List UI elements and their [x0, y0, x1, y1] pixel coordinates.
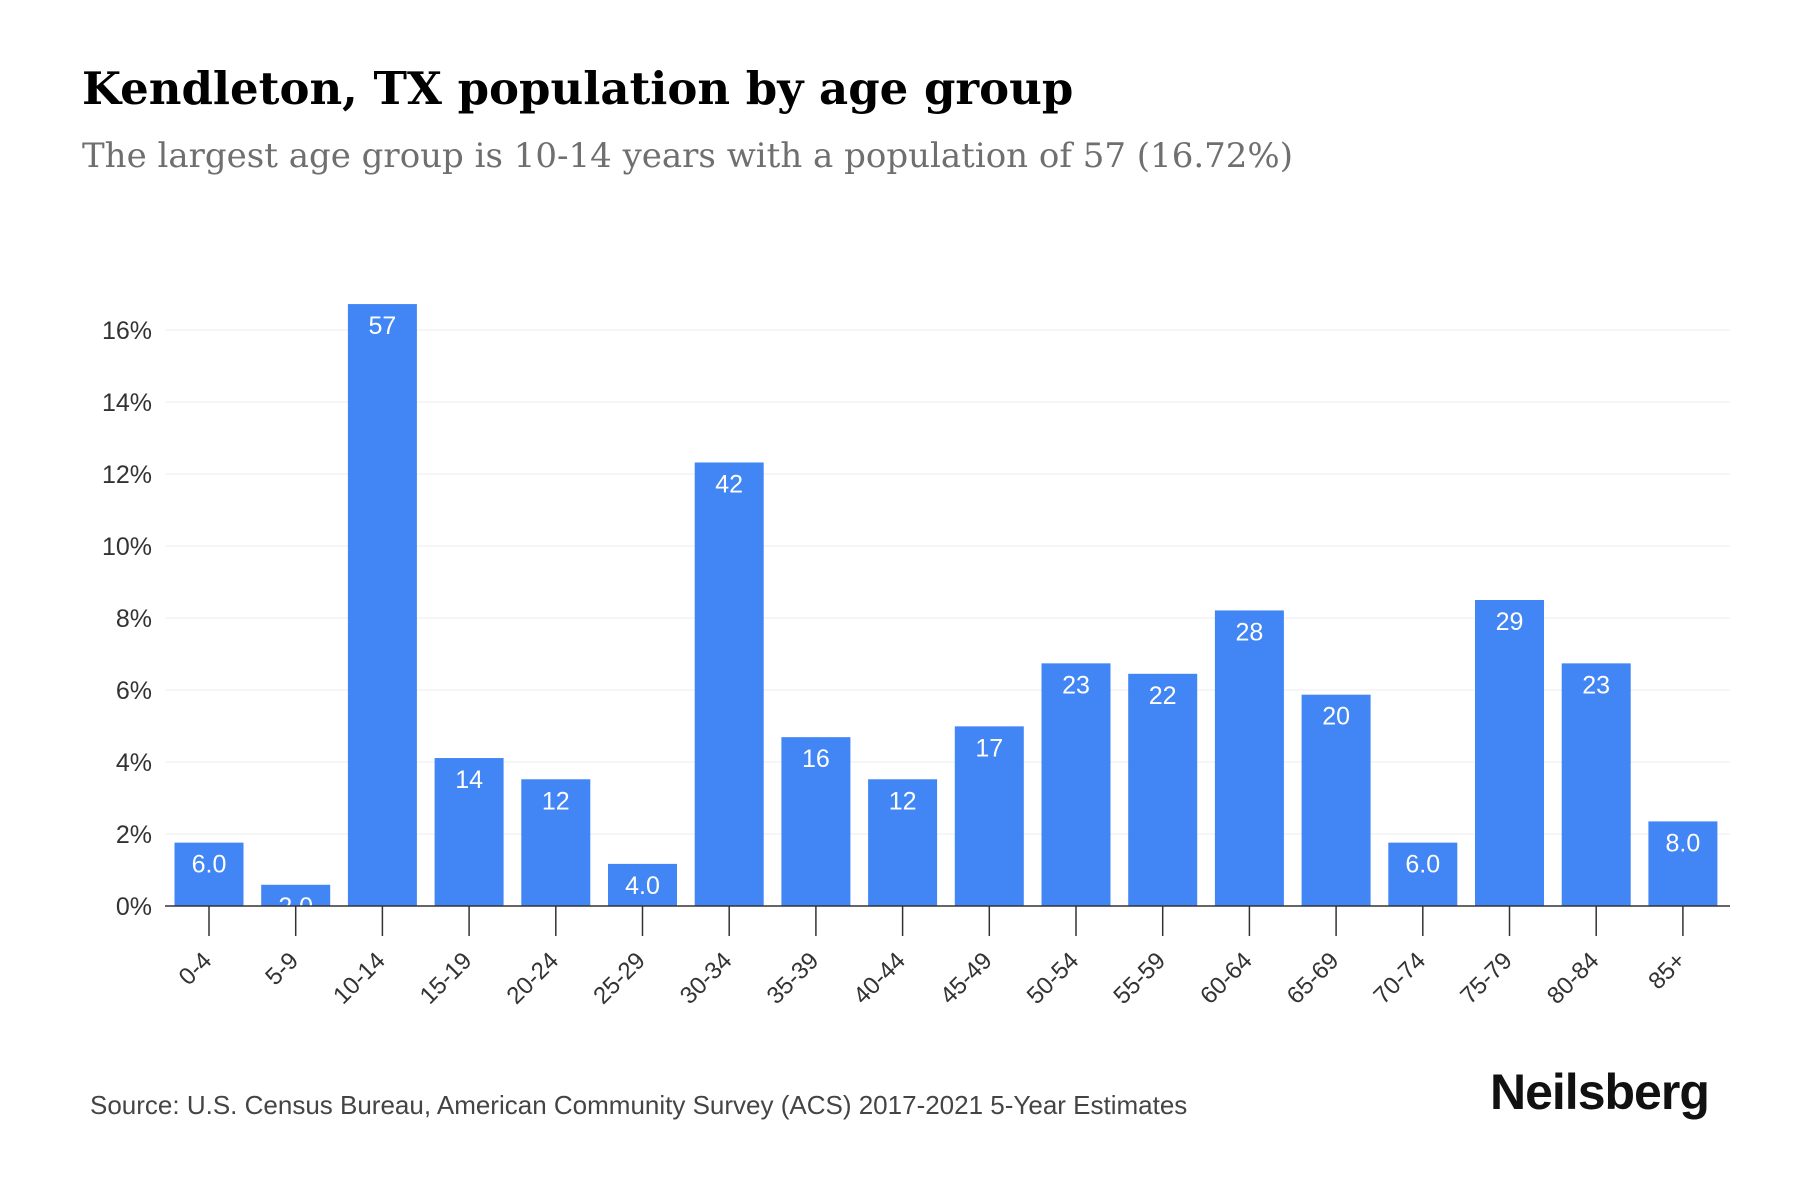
x-tick-label: 30-34 [675, 947, 738, 1010]
chart-subtitle: The largest age group is 10-14 years wit… [82, 136, 1293, 176]
brand-logo: Neilsberg [1490, 1064, 1710, 1120]
y-tick-label: 6% [116, 677, 152, 705]
x-tick-label: 70-74 [1369, 947, 1432, 1010]
x-tick-label: 65-69 [1282, 947, 1345, 1010]
bar-data-label: 12 [542, 787, 570, 815]
x-tick-label: 40-44 [848, 947, 911, 1010]
bar-data-label: 28 [1235, 618, 1263, 646]
x-tick-label: 80-84 [1542, 947, 1605, 1010]
bar-data-label: 20 [1322, 703, 1350, 731]
bar-data-label: 23 [1582, 671, 1610, 699]
x-tick-label: 5-9 [260, 947, 304, 991]
x-tick-label: 85+ [1643, 947, 1691, 995]
bar-80-84 [1561, 663, 1631, 906]
bar-0-4 [174, 842, 244, 906]
y-tick-label: 10% [102, 533, 152, 561]
bar-20-24 [521, 779, 591, 906]
bar-65-69 [1301, 694, 1371, 906]
x-tick-label: 45-49 [935, 947, 998, 1010]
source-note: Source: U.S. Census Bureau, American Com… [90, 1090, 1188, 1120]
x-tick-label: 25-29 [588, 947, 651, 1010]
bar-40-44 [868, 779, 938, 906]
bar-55-59 [1128, 673, 1198, 906]
bar-data-label: 17 [975, 734, 1003, 762]
bar-85+ [1648, 821, 1718, 906]
x-tick-label: 35-39 [762, 947, 825, 1010]
bar-70-74 [1388, 842, 1458, 906]
bar-data-label: 57 [368, 312, 396, 340]
x-tick-label: 55-59 [1108, 947, 1171, 1010]
y-tick-label: 8% [116, 605, 152, 633]
bar-30-34 [694, 462, 764, 906]
y-tick-label: 2% [116, 821, 152, 849]
bar-data-label: 16 [802, 745, 830, 773]
bar-data-label: 42 [715, 470, 743, 498]
x-tick-label: 0-4 [174, 947, 218, 991]
y-tick-label: 16% [102, 317, 152, 345]
bar-50-54 [1041, 663, 1111, 906]
x-tick-label: 15-19 [415, 947, 478, 1010]
bar-15-19 [434, 758, 504, 906]
y-tick-label: 4% [116, 749, 152, 777]
y-tick-label: 14% [102, 389, 152, 417]
bar-35-39 [781, 737, 851, 906]
bar-60-64 [1214, 610, 1284, 906]
y-tick-label: 0% [116, 893, 152, 921]
bar-data-label: 29 [1496, 608, 1524, 636]
x-tick-label: 75-79 [1455, 947, 1518, 1010]
bar-data-label: 8.0 [1666, 829, 1701, 857]
chart-title: Kendleton, TX population by age group [82, 62, 1074, 115]
x-tick-label: 20-24 [502, 947, 565, 1010]
bar-25-29 [608, 863, 677, 906]
bar-data-label: 6.0 [192, 851, 227, 879]
bar-data-label: 12 [889, 787, 917, 815]
bar-data-label: 14 [455, 766, 483, 794]
x-tick-label: 50-54 [1022, 947, 1085, 1010]
x-tick-label: 10-14 [328, 947, 391, 1010]
bar-5-9 [261, 884, 331, 906]
bar-data-label: 23 [1062, 671, 1090, 699]
bar-10-14 [347, 304, 417, 907]
bar-chart: 0%2%4%6%8%10%12%14%16%6.00-42.05-95710-1… [102, 304, 1730, 1010]
bar-75-79 [1475, 600, 1544, 906]
x-tick-label: 60-64 [1195, 947, 1258, 1010]
bar-data-label: 6.0 [1405, 851, 1440, 879]
bar-data-label: 4.0 [625, 872, 660, 900]
bar-data-label: 22 [1149, 682, 1177, 710]
bar-45-49 [954, 726, 1024, 906]
y-tick-label: 12% [102, 461, 152, 489]
